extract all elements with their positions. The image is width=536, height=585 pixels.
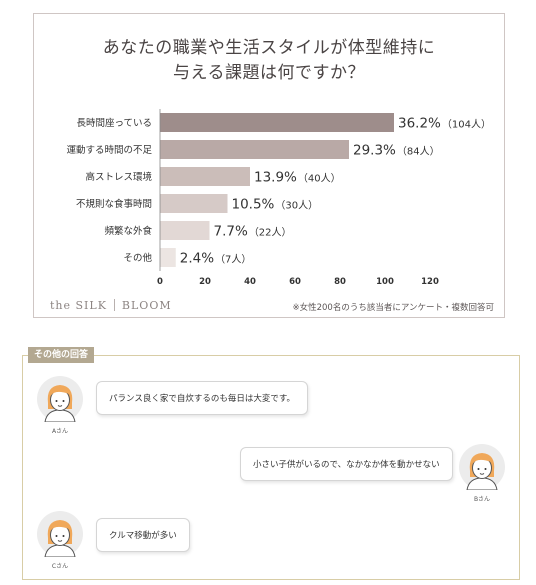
bar [160, 140, 349, 159]
woman-avatar-icon [37, 376, 83, 422]
category-label: 運動する時間の不足 [66, 145, 152, 156]
woman-avatar-icon [459, 444, 505, 490]
value-label-count: （84人） [397, 146, 440, 158]
category-label: 不規則な食事時間 [76, 198, 152, 210]
x-tick-label: 120 [421, 277, 439, 287]
bar [160, 221, 210, 240]
avatar-caption-b: Bさん [473, 496, 491, 503]
x-tick-label: 20 [199, 277, 211, 287]
answer-bubble-a: パランス良く家で自炊するのも毎日は大変です。 [96, 381, 308, 415]
chart-title-line-1: あなたの職業や生活スタイルが体型維持に [102, 38, 436, 58]
answer-bubble-c: クルマ移動が多い [96, 518, 190, 552]
bar-chart: 長時間座っている 36.2%（104人） 運動する時間の不足 29.3%（84人） 高ス… [66, 109, 491, 287]
category-label: その他 [123, 252, 152, 264]
brand-logo: the SILK BLOOM [50, 299, 172, 312]
avatar-caption-c: Cさん [51, 563, 69, 570]
other-answers-badge: その他の回答 [28, 347, 95, 363]
value-label-count: （40人） [298, 173, 341, 185]
brand-name-right: BLOOM [121, 299, 172, 312]
bar [160, 167, 250, 186]
value-label-percent: 36.2% [398, 116, 441, 132]
brand-divider [113, 299, 115, 311]
x-tick-label: 100 [376, 277, 394, 287]
value-label: 29.3%（84人） [353, 143, 440, 159]
value-label-percent: 7.7% [214, 224, 248, 240]
value-label-count: （7人） [215, 254, 251, 266]
avatar-caption-a: Aさん [51, 428, 69, 435]
chart-title: あなたの職業や生活スタイルが体型維持に 与える課題は何ですか？ [34, 36, 504, 86]
value-label: 13.9%（40人） [254, 170, 341, 186]
category-label: 高ストレス環境 [85, 171, 152, 183]
x-tick-label: 60 [289, 277, 301, 287]
value-label-percent: 29.3% [353, 143, 396, 159]
value-label: 10.5%（30人） [232, 197, 319, 213]
category-label: 長時間座っている [76, 117, 152, 129]
value-label-percent: 10.5% [232, 197, 275, 213]
value-label-percent: 13.9% [254, 170, 297, 186]
chart-card: あなたの職業や生活スタイルが体型維持に 与える課題は何ですか？ 長時間座っている… [33, 13, 505, 318]
answer-bubble-b: 小さい子供がいるので、なかなか体を動かせない [240, 447, 453, 481]
x-tick-label: 0 [157, 277, 163, 287]
value-label-count: （30人） [275, 200, 318, 212]
bar [160, 113, 394, 132]
bar [160, 194, 228, 213]
bar [160, 248, 176, 267]
category-label: 頻繁な外食 [104, 225, 152, 237]
chart-note: ※女性200名のうち該当者にアンケート・複数回答可 [292, 303, 494, 313]
woman-avatar-icon [37, 511, 83, 557]
value-label: 7.7%（22人） [214, 224, 292, 240]
x-tick-label: 40 [244, 277, 256, 287]
value-label: 36.2%（104人） [398, 116, 491, 132]
other-answers-panel: その他の回答 Aさん パランス良く家で自炊するのも毎日は大変です。 Bさん 小さ… [22, 347, 520, 580]
value-label-count: （104人） [442, 119, 491, 131]
x-tick-label: 80 [334, 277, 346, 287]
chart-title-line-2: 与える課題は何ですか？ [173, 63, 365, 83]
value-label: 2.4%（7人） [180, 251, 252, 267]
value-label-count: （22人） [249, 227, 292, 239]
value-label-percent: 2.4% [180, 251, 214, 267]
brand-name-left: the SILK [50, 299, 107, 312]
